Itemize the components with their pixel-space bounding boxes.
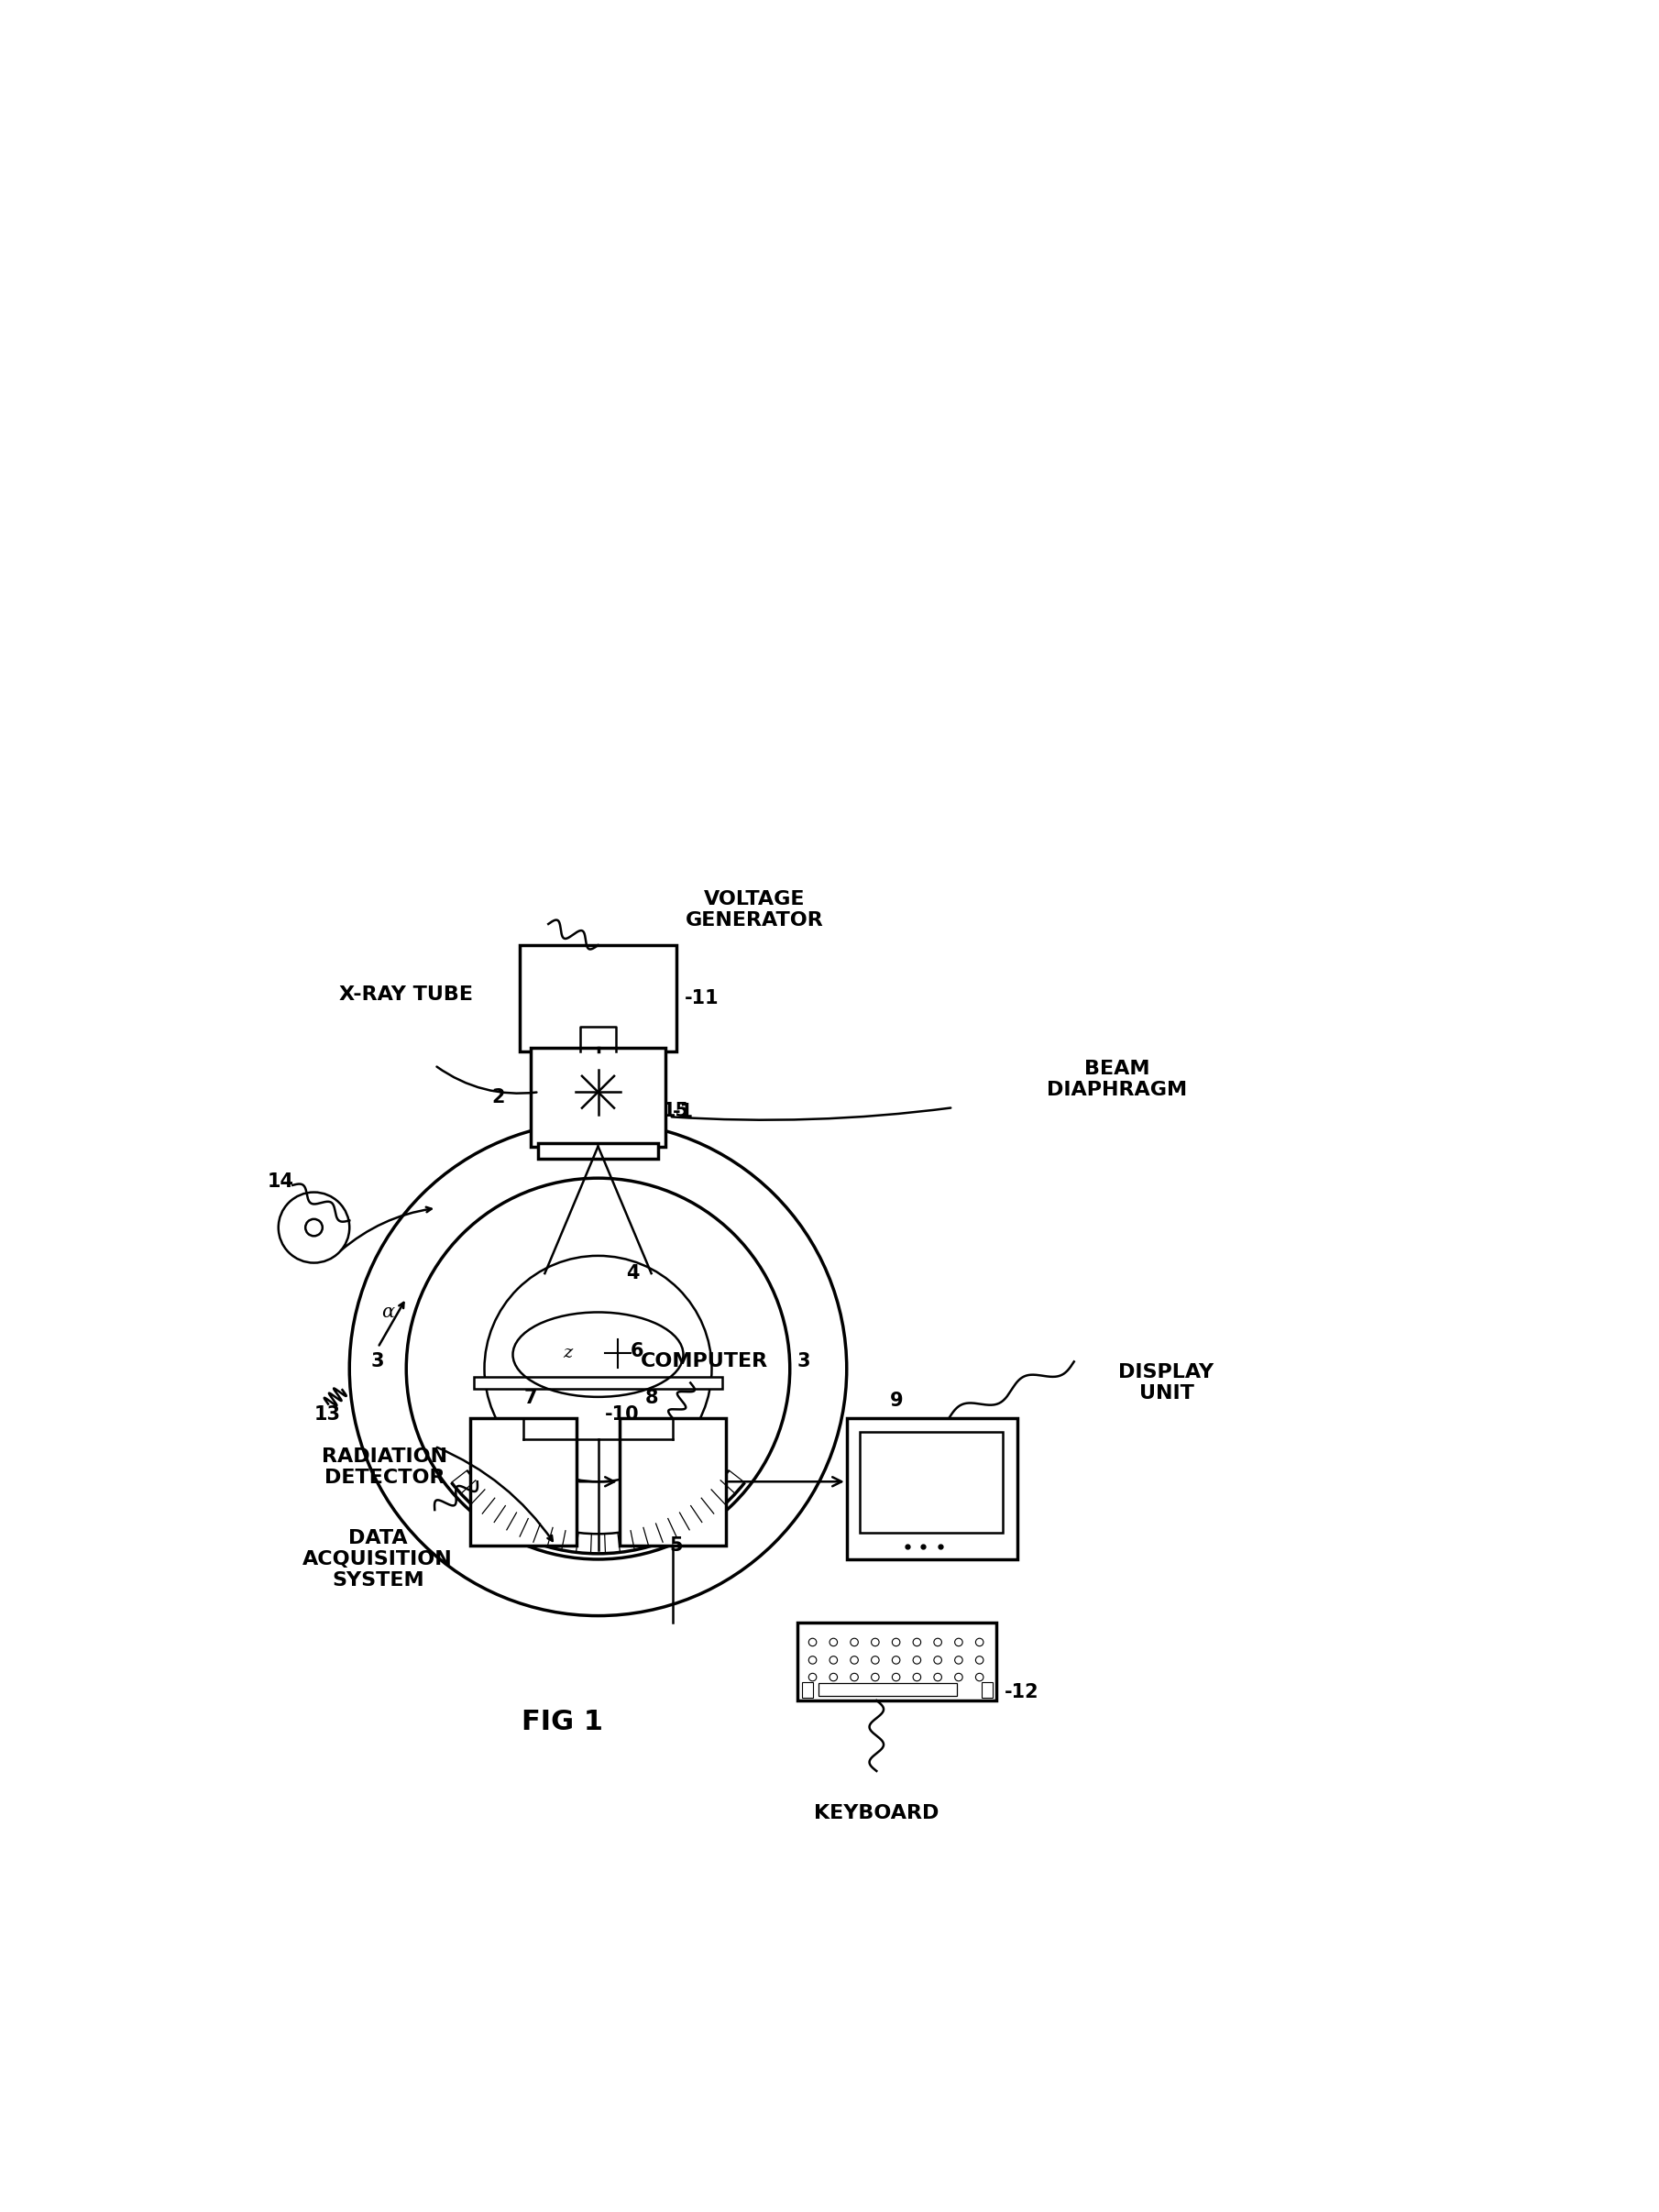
Text: 7: 7 bbox=[524, 1389, 538, 1407]
Text: BEAM
DIAPHRAGM: BEAM DIAPHRAGM bbox=[1047, 1060, 1186, 1099]
Text: 4: 4 bbox=[627, 1265, 640, 1283]
Text: 14: 14 bbox=[267, 1172, 294, 1190]
Text: RADIATION
DETECTOR: RADIATION DETECTOR bbox=[322, 1447, 448, 1486]
Text: -11: -11 bbox=[685, 989, 720, 1006]
Text: 6: 6 bbox=[630, 1343, 644, 1360]
Text: 2: 2 bbox=[491, 1088, 504, 1106]
FancyBboxPatch shape bbox=[818, 1683, 957, 1697]
Text: DATA
ACQUISITION
SYSTEM: DATA ACQUISITION SYSTEM bbox=[304, 1528, 453, 1590]
FancyBboxPatch shape bbox=[859, 1431, 1004, 1533]
Text: X-RAY TUBE: X-RAY TUBE bbox=[340, 984, 473, 1004]
Text: 13: 13 bbox=[314, 1405, 340, 1425]
Text: z: z bbox=[562, 1345, 572, 1360]
FancyBboxPatch shape bbox=[982, 1681, 992, 1697]
FancyBboxPatch shape bbox=[538, 1144, 659, 1159]
FancyBboxPatch shape bbox=[531, 1048, 665, 1146]
Text: α: α bbox=[382, 1303, 395, 1321]
Text: 15: 15 bbox=[662, 1102, 688, 1119]
Text: -10: -10 bbox=[606, 1405, 640, 1425]
FancyBboxPatch shape bbox=[846, 1418, 1017, 1559]
Text: 9: 9 bbox=[889, 1391, 902, 1409]
FancyBboxPatch shape bbox=[801, 1681, 813, 1697]
FancyBboxPatch shape bbox=[474, 1376, 722, 1389]
Text: DISPLAY
UNIT: DISPLAY UNIT bbox=[1118, 1363, 1214, 1402]
Text: VOLTAGE
GENERATOR: VOLTAGE GENERATOR bbox=[685, 889, 823, 929]
FancyBboxPatch shape bbox=[469, 1418, 577, 1546]
FancyBboxPatch shape bbox=[619, 1418, 727, 1546]
Text: COMPUTER: COMPUTER bbox=[640, 1352, 768, 1371]
Text: -1: -1 bbox=[672, 1102, 693, 1121]
Text: 3: 3 bbox=[798, 1352, 811, 1371]
Text: 5: 5 bbox=[669, 1535, 682, 1555]
Text: 8: 8 bbox=[645, 1389, 659, 1407]
Text: FIG 1: FIG 1 bbox=[523, 1708, 604, 1734]
FancyBboxPatch shape bbox=[796, 1624, 995, 1701]
Text: 3: 3 bbox=[372, 1352, 385, 1371]
FancyBboxPatch shape bbox=[519, 945, 677, 1051]
Text: KEYBOARD: KEYBOARD bbox=[815, 1805, 939, 1823]
Text: -12: -12 bbox=[1004, 1683, 1039, 1701]
